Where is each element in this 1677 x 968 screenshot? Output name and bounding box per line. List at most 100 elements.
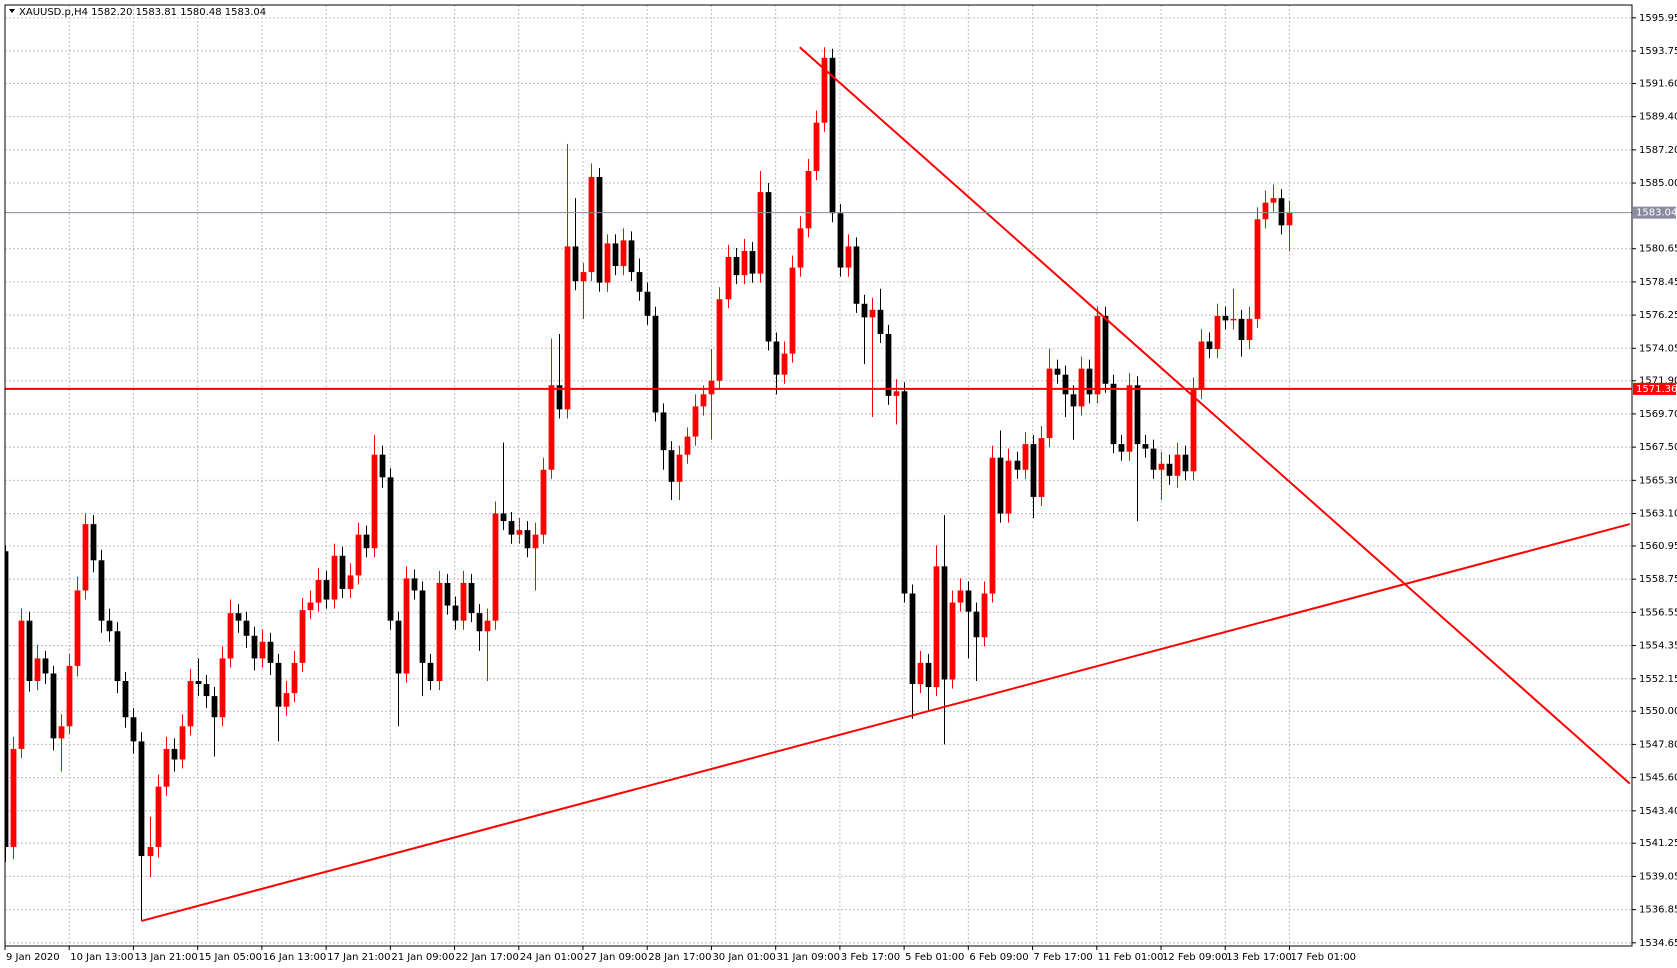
candle-body xyxy=(275,662,282,707)
y-tick-label: 1569.70 xyxy=(1639,409,1677,420)
candle-body xyxy=(163,748,170,787)
candle-body xyxy=(1062,374,1069,395)
candle-body xyxy=(516,530,523,535)
candle-body xyxy=(355,534,362,576)
candle-body xyxy=(644,291,651,316)
price-label: 1583.04 xyxy=(1636,208,1677,219)
candle-body xyxy=(628,240,635,273)
candle-body xyxy=(941,566,948,680)
candle-body xyxy=(684,436,691,455)
candle-body xyxy=(1166,463,1173,476)
y-tick-label: 1543.40 xyxy=(1639,806,1677,817)
candle-body xyxy=(138,741,145,857)
candle-body xyxy=(508,521,515,535)
candle-body xyxy=(620,240,627,267)
candle-body xyxy=(725,256,732,300)
x-tick-label: 7 Feb 17:00 xyxy=(1034,952,1093,963)
candle-body xyxy=(1270,198,1277,203)
candle-body xyxy=(1182,454,1189,472)
candle-body xyxy=(949,602,956,680)
candle-body xyxy=(1278,198,1285,226)
x-tick-label: 28 Jan 17:00 xyxy=(648,952,711,963)
y-tick-label: 1560.95 xyxy=(1639,541,1677,552)
candle-body xyxy=(524,530,531,549)
x-tick-label: 5 Feb 01:00 xyxy=(905,952,964,963)
candle-body xyxy=(187,681,194,727)
y-tick-label: 1550.00 xyxy=(1639,706,1677,717)
x-tick-label: 31 Jan 09:00 xyxy=(777,952,840,963)
candle-body xyxy=(1206,341,1213,350)
candle-body xyxy=(1246,318,1253,340)
y-tick-label: 1567.50 xyxy=(1639,442,1677,453)
candle-body xyxy=(1238,318,1245,340)
candle-body xyxy=(395,620,402,674)
x-tick-label: 21 Jan 09:00 xyxy=(391,952,454,963)
candle-body xyxy=(596,177,603,283)
candle-body xyxy=(861,303,868,318)
candle-body xyxy=(476,613,483,632)
candle-body xyxy=(1150,448,1157,470)
candle-body xyxy=(1158,463,1165,470)
candle-body xyxy=(1094,315,1101,395)
x-tick-label: 17 Jan 21:00 xyxy=(327,952,390,963)
candle-body xyxy=(379,454,386,478)
candle-body xyxy=(259,641,266,659)
candle-body xyxy=(235,613,242,621)
x-tick-label: 9 Jan 2020 xyxy=(6,952,60,963)
candle-body xyxy=(869,309,876,318)
candle-body xyxy=(845,246,852,268)
candle-body xyxy=(1005,460,1012,514)
y-tick-label: 1536.85 xyxy=(1639,905,1677,916)
candle-body xyxy=(42,658,49,674)
y-tick-label: 1593.75 xyxy=(1639,46,1677,57)
candle-body xyxy=(572,246,579,282)
candle-body xyxy=(877,309,884,334)
candle-body xyxy=(1286,212,1293,226)
y-tick-label: 1571.90 xyxy=(1639,376,1677,387)
menu-icon[interactable] xyxy=(9,9,15,13)
candle-body xyxy=(1038,438,1045,497)
price-label: 1571.36 xyxy=(1636,384,1677,395)
y-tick-label: 1574.05 xyxy=(1639,343,1677,354)
candle-body xyxy=(339,555,346,589)
x-tick-label: 13 Jan 21:00 xyxy=(134,952,197,963)
y-tick-label: 1541.25 xyxy=(1639,838,1677,849)
x-tick-label: 10 Jan 13:00 xyxy=(70,952,133,963)
candle-body xyxy=(749,250,756,274)
candle-body xyxy=(1222,315,1229,321)
x-tick-label: 12 Feb 09:00 xyxy=(1162,952,1228,963)
x-tick-label: 30 Jan 01:00 xyxy=(712,952,775,963)
y-tick-label: 1595.95 xyxy=(1639,13,1677,24)
candle-body xyxy=(965,590,972,612)
candle-body xyxy=(733,256,740,276)
y-tick-label: 1576.25 xyxy=(1639,310,1677,321)
candle-body xyxy=(1022,444,1029,470)
candle-body xyxy=(973,611,980,638)
candle-body xyxy=(468,582,475,614)
candle-body xyxy=(195,681,202,685)
y-tick-label: 1539.05 xyxy=(1639,871,1677,882)
candle-body xyxy=(82,524,89,591)
candle-body xyxy=(307,602,314,611)
candle-body xyxy=(773,341,780,375)
candle-body xyxy=(411,578,418,591)
candle-body xyxy=(1014,460,1021,470)
candle-body xyxy=(1254,219,1261,319)
y-tick-label: 1545.60 xyxy=(1639,773,1677,784)
candle-body xyxy=(660,412,667,451)
candle-body xyxy=(219,658,226,718)
y-tick-label: 1591.60 xyxy=(1639,78,1677,89)
candle-body xyxy=(147,847,154,857)
candle-body xyxy=(243,620,250,636)
candle-body xyxy=(34,658,41,682)
candle-body xyxy=(227,613,234,659)
candle-body xyxy=(652,315,659,413)
candle-body xyxy=(460,582,467,621)
candle-body xyxy=(251,635,258,659)
candle-body xyxy=(821,57,828,123)
candle-body xyxy=(668,450,675,482)
x-tick-label: 24 Jan 01:00 xyxy=(520,952,583,963)
y-tick-label: 1556.55 xyxy=(1639,607,1677,618)
